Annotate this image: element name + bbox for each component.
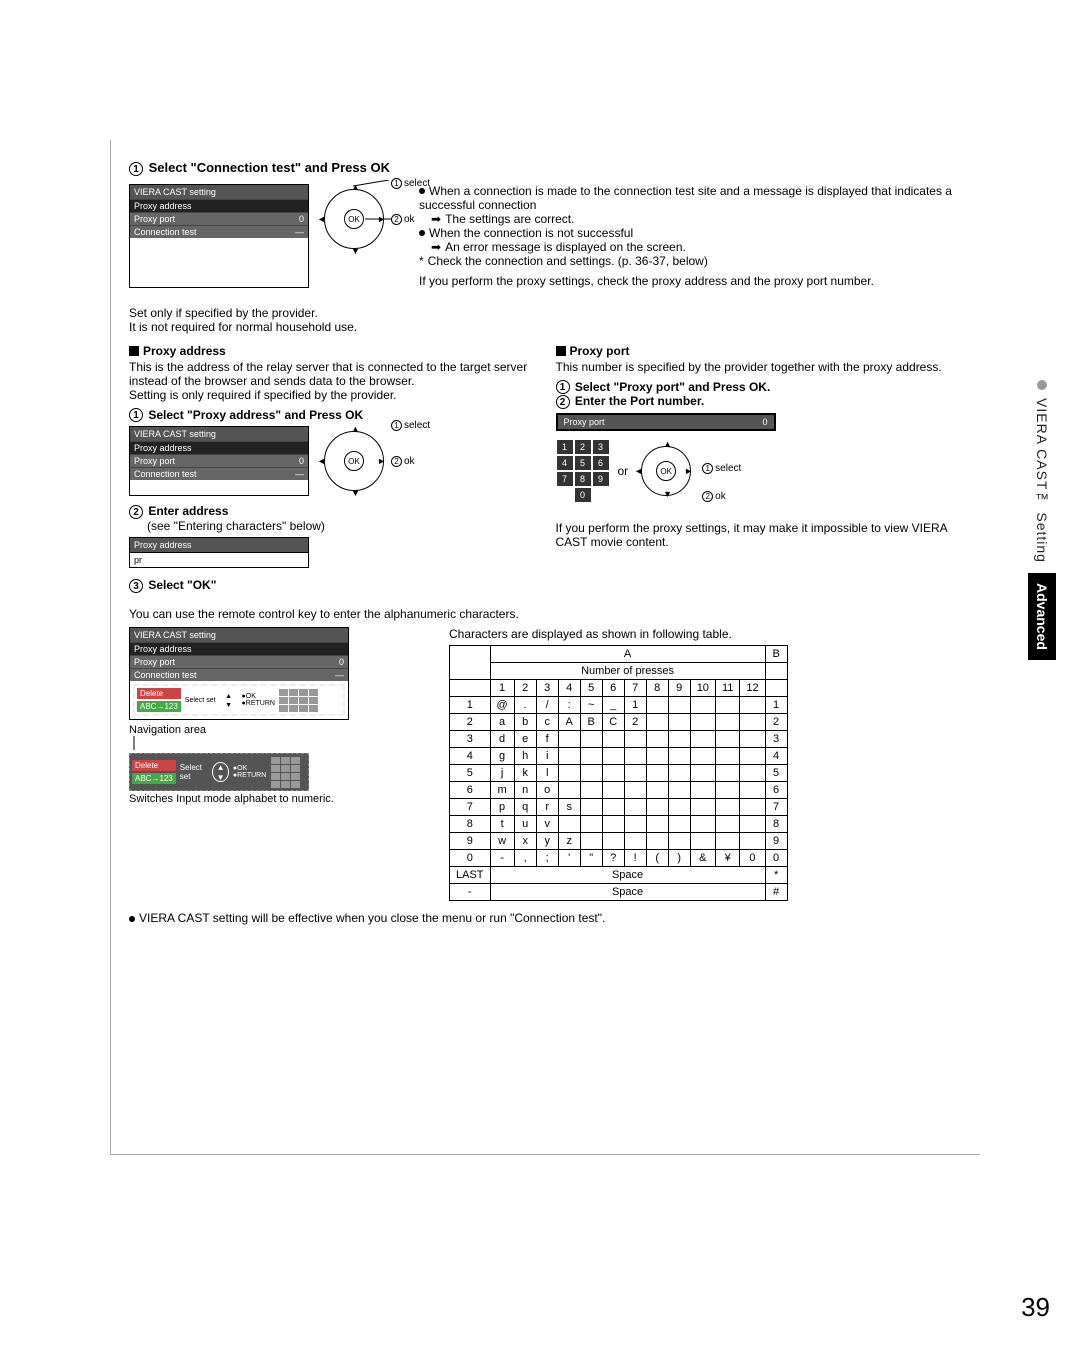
entering-intro: You can use the remote control key to en… [129, 607, 962, 621]
page-frame: 1 Select "Connection test" and Press OK … [110, 140, 980, 1155]
side-tab: VIERA CAST™ Setting Advanced [1024, 380, 1060, 660]
settings-row: Proxy port0 [130, 212, 308, 225]
mini-keyboard-icon [279, 688, 323, 712]
abc123-button[interactable]: ABC→123 [137, 701, 181, 712]
side-dot-icon [1037, 380, 1047, 390]
num-1-icon: 1 [129, 162, 143, 176]
proxy-address-input: Proxy address pr [129, 537, 309, 568]
settings-row: Connection test— [130, 225, 308, 238]
settings-row: Proxy address [130, 199, 308, 212]
viera-settings-box-2: VIERA CAST setting Proxy address Proxy p… [129, 426, 309, 496]
settings-header: VIERA CAST setting [130, 185, 308, 199]
abc123-button-2[interactable]: ABC→123 [132, 773, 176, 784]
char-table-section: Characters are displayed as shown in fol… [449, 627, 788, 901]
nav-area-zoom: Delete ABC→123 Select set ▲▼ ●OK●RETURN [129, 753, 309, 791]
step1-title: 1 Select "Connection test" and Press OK [129, 160, 962, 176]
connection-notes: When a connection is made to the connect… [419, 184, 962, 288]
ok-button-icon: OK [344, 209, 364, 229]
viera-settings-box: VIERA CAST setting Proxy address Proxy p… [129, 184, 309, 288]
delete-button-2[interactable]: Delete [132, 760, 176, 771]
proxy-port-box: Proxy port0 [556, 413, 776, 431]
provider-note: Set only if specified by the provider. I… [129, 306, 962, 334]
numeric-keypad: 123 456 789 0 [556, 439, 610, 503]
char-table: A B Number of presses 123456789101112 1@… [449, 645, 788, 901]
or-label: or [618, 464, 629, 478]
ok-nav-diagram-2: OK ▲ ▼ ◄ ► 1select 2ok [319, 426, 409, 496]
ok-nav-diagram: OK ▲ ▼ ◄ ► 1select 2ok [319, 184, 409, 254]
ok-nav-diagram-3: OK ▲ ▼ ◄ ► 1select 2ok [636, 441, 716, 501]
proxy-address-section: Proxy address This is the address of the… [129, 344, 536, 593]
nav-area-panel: VIERA CAST setting Proxy address Proxy p… [129, 627, 429, 901]
proxy-port-section: Proxy port This number is specified by t… [556, 344, 963, 593]
page-number: 39 [1021, 1292, 1050, 1323]
footer-note: VIERA CAST setting will be effective whe… [129, 911, 962, 925]
delete-button[interactable]: Delete [137, 688, 181, 699]
